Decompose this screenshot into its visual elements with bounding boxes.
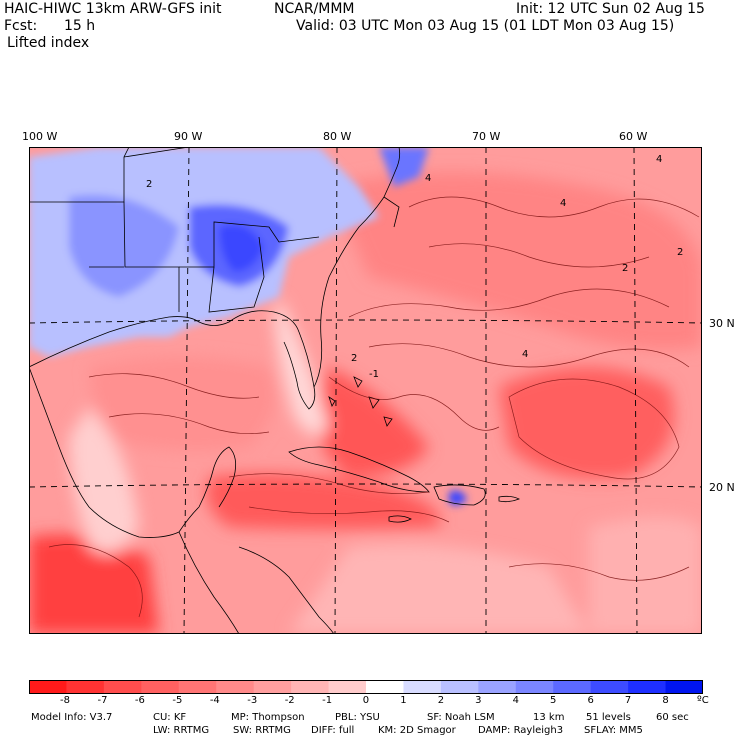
colorbar-tick-label: 3 [475,695,482,706]
model-info: Model Info: V3.7 [31,712,113,723]
colorbar-swatch [665,680,703,694]
graticule [29,147,702,634]
colorbar-unit: ºC [697,695,709,706]
colorbar-swatch [515,680,554,694]
svg-text:4: 4 [425,173,431,184]
timestep: 60 sec [656,712,689,723]
colorbar-swatch [178,680,217,694]
lat-label: 20 N [709,481,735,494]
lon-label: 100 W [22,130,58,143]
colorbar-swatch [628,680,667,694]
contour-labels: 2 4 2 2 4 2 -1 4 4 [146,154,683,380]
valid-time: Valid: 03 UTC Mon 03 Aug 15 (01 LDT Mon … [296,18,675,34]
colorbar-swatch [216,680,255,694]
colorbar-tick-label: 5 [550,695,557,706]
lon-label: 70 W [472,130,501,143]
cu-scheme: CU: KF [153,712,187,723]
org-label: NCAR/MMM [274,1,355,17]
colorbar-swatch [103,680,142,694]
levels: 51 levels [586,712,631,723]
lon-label: 90 W [174,130,203,143]
map-frame [29,147,702,634]
colorbar-swatch [66,680,105,694]
colorbar-swatch [141,680,180,694]
colorbar-swatch [291,680,330,694]
svg-text:4: 4 [522,349,528,360]
fcst-label: Fcst: [4,18,38,34]
mp-scheme: MP: Thompson [231,712,305,723]
colorbar-swatch [403,680,442,694]
map-svg: 2 4 2 2 4 2 -1 4 4 [29,147,702,634]
colorbar-swatch [440,680,479,694]
lw-scheme: LW: RRTMG [153,725,210,736]
colorbar-tick-label: -4 [209,695,220,706]
colorbar-frame [29,680,703,694]
colorbar-swatch [553,680,592,694]
colorbar-tick-label: 4 [512,695,519,706]
lifted-index-map: 2 4 2 2 4 2 -1 4 4 [29,147,702,634]
km-scheme: KM: 2D Smagor [378,725,456,736]
sflay-scheme: SFLAY: MM5 [584,725,643,736]
colorbar-tick-label: -7 [97,695,108,706]
svg-text:2: 2 [351,353,357,364]
colorbar-tick-label: 7 [624,695,632,706]
model-title: HAIC-HIWC 13km ARW-GFS init [4,1,222,17]
colorbar-tick-label: -2 [284,695,295,706]
svg-text:2: 2 [146,179,152,190]
diff-scheme: DIFF: full [311,725,355,736]
colorbar-swatch [590,680,629,694]
colorbar-tick-label: -3 [247,695,258,706]
colorbar-swatch [29,680,67,694]
colorbar-labels: -8 -7 -6 -5 -4 -3 -2 -1 0 1 2 3 4 5 6 7 8 [0,695,740,709]
svg-text:-1: -1 [369,369,379,380]
colorbar-swatch [253,680,292,694]
colorbar-tick-label: 6 [587,695,594,706]
svg-text:4: 4 [656,154,662,165]
colorbar-tick-label: -6 [134,695,145,706]
colorbar-tick-label: -5 [172,695,183,706]
field-name: Lifted index [7,35,90,51]
svg-text:4: 4 [560,198,566,209]
colorbar-tick-label: -1 [322,695,333,706]
colorbar-swatch [328,680,367,694]
colorbar-swatch [366,680,404,694]
resolution: 13 km [533,712,565,723]
sf-scheme: SF: Noah LSM [427,712,495,723]
sw-scheme: SW: RRTMG [233,725,291,736]
colorbar-tick-label: 2 [437,695,445,706]
coastlines [29,147,520,634]
stable-region [29,147,467,506]
lat-label: 30 N [709,317,735,330]
pbl-scheme: PBL: YSU [335,712,380,723]
colorbar-tick-label: 1 [400,695,407,706]
init-time: Init: 12 UTC Sun 02 Aug 15 [516,1,705,17]
colorbar-tick-label: -8 [60,695,71,706]
svg-text:2: 2 [622,263,628,274]
damp-scheme: DAMP: Rayleigh3 [478,725,564,736]
fcst-value: 15 h [64,18,96,34]
colorbar-tick-label: 0 [362,695,370,706]
footer-line2: LW: RRTMG SW: RRTMG DIFF: full KM: 2D Sm… [0,725,740,737]
lon-label: 80 W [323,130,352,143]
lon-label: 60 W [619,130,648,143]
svg-text:2: 2 [677,247,683,258]
footer-line1: Model Info: V3.7 CU: KF MP: Thompson PBL… [0,712,740,724]
field-shading [29,172,702,634]
colorbar-swatch [478,680,517,694]
colorbar-tick-label: 8 [662,695,669,706]
contours [48,196,700,618]
colorbar [29,680,703,694]
